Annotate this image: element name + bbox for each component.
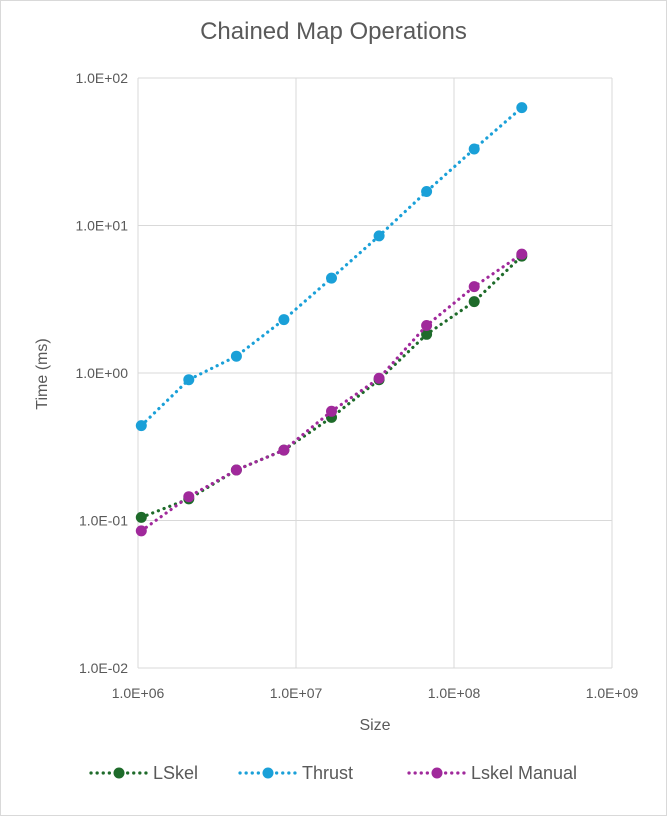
x-axis-label: Size bbox=[359, 717, 390, 734]
legend-item: Thrust bbox=[238, 763, 353, 783]
grid bbox=[137, 77, 613, 669]
legend-label: Thrust bbox=[302, 763, 353, 783]
legend-item: LSkel bbox=[89, 763, 198, 783]
data-point bbox=[326, 405, 337, 417]
tick-labels: 1.0E-02 1.0E-01 1.0E+00 1.0E+01 1.0E+02 1.0E+… bbox=[75, 70, 638, 701]
data-point bbox=[135, 525, 147, 537]
data-point bbox=[516, 102, 528, 114]
legend-swatch-marker bbox=[262, 767, 274, 779]
series-line bbox=[139, 105, 524, 428]
legend-swatch-marker bbox=[431, 767, 443, 779]
series-line bbox=[139, 252, 524, 533]
data-point bbox=[183, 374, 195, 386]
series-layer bbox=[135, 102, 528, 537]
series-lskel-manual bbox=[135, 248, 528, 537]
y-tick-label: 1.0E+00 bbox=[75, 365, 128, 381]
data-point bbox=[230, 464, 242, 476]
y-tick-label: 1.0E+01 bbox=[75, 218, 128, 234]
data-point bbox=[421, 320, 433, 331]
legend: LSkel Thrust Lskel Manual bbox=[89, 763, 577, 783]
data-point bbox=[230, 350, 242, 362]
data-point bbox=[278, 314, 290, 326]
data-point bbox=[326, 272, 337, 284]
data-point bbox=[516, 248, 528, 260]
data-point bbox=[373, 372, 385, 384]
data-point bbox=[468, 143, 480, 155]
data-point bbox=[278, 444, 290, 456]
y-tick-label: 1.0E+02 bbox=[75, 70, 128, 86]
data-point bbox=[373, 230, 385, 242]
data-point bbox=[135, 420, 147, 432]
legend-item: Lskel Manual bbox=[407, 763, 577, 783]
y-axis-label: Time (ms) bbox=[34, 338, 51, 409]
data-point bbox=[135, 511, 147, 523]
x-tick-label: 1.0E+08 bbox=[428, 685, 481, 701]
data-point bbox=[468, 296, 480, 308]
x-tick-label: 1.0E+09 bbox=[586, 685, 639, 701]
y-tick-label: 1.0E-01 bbox=[79, 513, 128, 529]
legend-label: Lskel Manual bbox=[471, 763, 577, 783]
legend-swatch-marker bbox=[113, 767, 125, 779]
y-tick-label: 1.0E-02 bbox=[79, 660, 128, 676]
x-tick-label: 1.0E+06 bbox=[112, 685, 165, 701]
data-point bbox=[421, 328, 433, 340]
x-tick-label: 1.0E+07 bbox=[270, 685, 323, 701]
data-point bbox=[468, 281, 480, 293]
chart-title: Chained Map Operations bbox=[200, 18, 467, 45]
series-thrust bbox=[135, 102, 528, 432]
data-point bbox=[421, 186, 433, 197]
data-point bbox=[183, 491, 195, 503]
legend-label: LSkel bbox=[153, 763, 198, 783]
